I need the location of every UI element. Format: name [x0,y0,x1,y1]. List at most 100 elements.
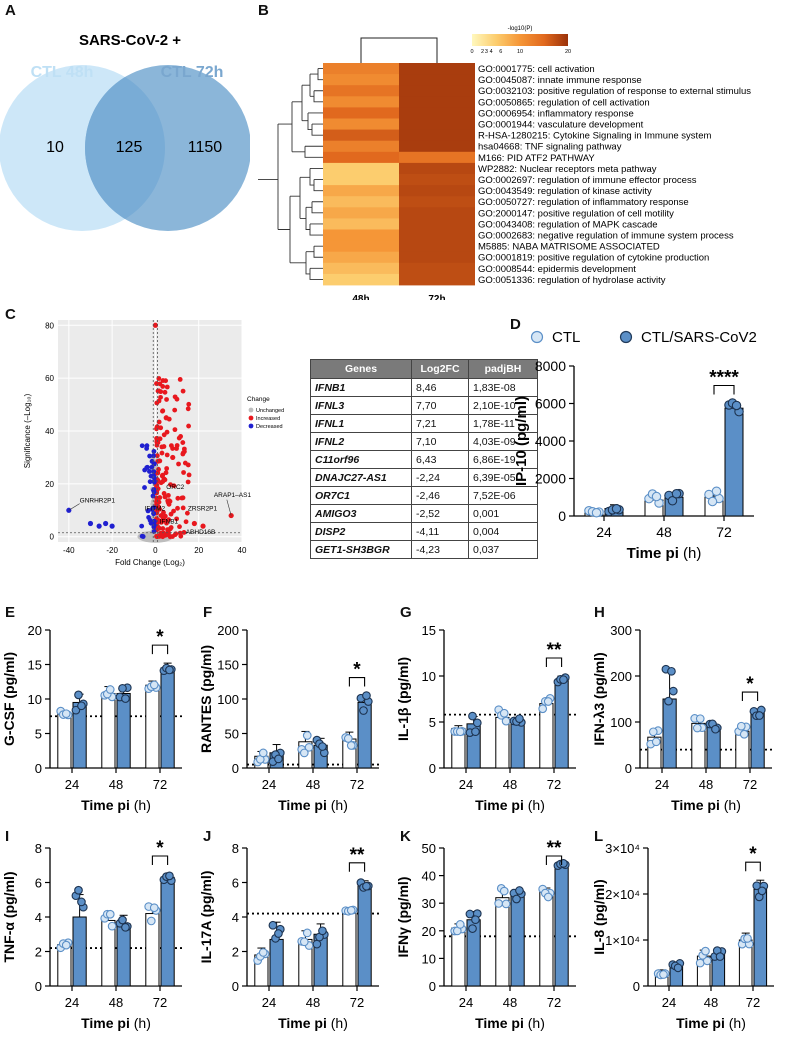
x-axis-label-bold: Time pi [81,797,130,813]
panel-label-e: E [5,604,16,621]
gene-cell: OR7C1 [310,486,412,505]
x-tick-label: 24 [596,524,612,540]
heatmap-cell [323,174,399,186]
heatmap-row-label: GO:0001819: positive regulation of cytok… [478,253,709,264]
data-point-ctl [499,708,509,718]
data-point-sars [71,705,81,715]
volcano-point-decreased [151,489,157,495]
heatmap-cell [323,218,399,230]
data-point-sars [77,897,86,907]
y-tick-label: 0 [633,979,640,994]
x-tick-label: 24 [459,995,473,1010]
chart-il8: 0 1×10⁴ 2×10⁴ 3×10⁴ IL-8 (pg/ml) 24 48 72 * Time … [591,841,774,1031]
volcano-point-increased [180,388,186,394]
volcano-legend-label: Decreased [256,424,283,430]
volcano-y-tick: 60 [45,374,54,383]
bar-sars [357,883,372,987]
volcano-point-decreased [109,523,115,529]
panel-label-f: F [203,604,213,621]
data-point-sars [515,714,524,724]
volcano-point-increased [166,501,172,507]
heatmap-cell [323,85,399,97]
panel-label-h: H [594,604,605,621]
volcano-x-tick: 0 [153,546,158,555]
y-tick-label: 300 [610,623,632,638]
y-tick-label: 40 [422,869,436,884]
volcano-plot: GNRHR2P1 ARAP1–AS1 ZRSR2P1 ABHD16B IFNB1 IFIT… [23,320,284,567]
x-tick-label: 48 [306,995,320,1010]
venn-diagram: SARS-CoV-2 + CTL 48h CTL 72h 10 125 1150 [0,32,250,231]
x-axis-label-bold: Time pi [278,797,327,813]
volcano-point-decreased [139,443,145,449]
x-tick-label: 72 [153,995,167,1010]
volcano-y-tick: 0 [50,533,55,542]
legend-sars-label: CTL/SARS-CoV2 [641,329,757,346]
data-point-sars [118,915,127,925]
x-tick-label: 48 [109,995,123,1010]
data-point-ctl [343,734,353,743]
y-tick-label: 0 [625,761,632,776]
x-tick-label: 72 [350,777,364,792]
significance-bracket [545,855,563,865]
volcano-point-decreased [151,511,157,516]
table-row: IFNL2 7,10 4,03E-09 [310,432,538,451]
log2fc-cell: 7,21 [411,414,469,433]
heatmap-legend-tick: 4 [490,49,493,55]
y-tick-label: 10 [422,951,436,966]
x-axis-label-unit: (h) [524,1015,545,1031]
volcano-point-increased [157,458,163,464]
heatmap-row-label: GO:0006954: inflammatory response [478,108,634,119]
bar-sars [750,712,765,769]
x-tick-label: 48 [306,777,320,792]
bar-sars [662,698,677,769]
volcano-point-decreased [103,520,109,527]
x-tick-label: 24 [65,995,79,1010]
y-axis-label: IL-17A (pg/ml) [198,871,214,964]
chart-il1b: 0 5 10 15 IL-1β (pg/ml) 24 48 72 ** Time pi (h) [395,623,576,813]
x-axis-label-bold: Time pi [671,797,720,813]
volcano-point-increased [171,483,177,489]
volcano-point-increased [180,440,186,445]
y-tick-label: 0 [35,979,42,994]
volcano-point-increased [165,492,171,498]
data-point-ctl [538,704,548,714]
y-tick-label: 4 [232,910,239,925]
volcano-point-increased [158,530,164,536]
bar-sars [160,876,175,987]
y-tick-label: 200 [610,669,632,684]
gene-cell: DISP2 [310,522,412,541]
heatmap-row-label: GO:0001944: vasculature development [478,120,644,131]
volcano-point-increased [159,450,165,456]
bar-ctl [101,692,116,769]
y-axis-label: G-CSF (pg/ml) [1,652,17,746]
volcano-point-increased [168,511,174,517]
data-point-ctl [61,940,71,950]
volcano-point-increased [159,444,165,450]
heatmap-cell [323,151,399,164]
y-axis-label: IFN-λ3 (pg/ml) [591,652,607,745]
volcano-point-increased [172,407,178,413]
heatmap-cell [399,118,475,130]
y-tick-label: 0 [232,761,239,776]
heatmap-row-label: WP2882: Nuclear receptors meta pathway [478,164,657,175]
heatmap-row-label: GO:0050865: regulation of cell activatio… [478,97,650,108]
bar-ctl [145,684,160,769]
heatmap-cell [399,74,475,86]
data-point-sars [673,963,683,973]
heatmap-row-label: GO:2000147: positive regulation of cell … [478,208,674,219]
data-point-sars [74,690,83,700]
y-tick-label: 15 [28,658,42,673]
significance-bracket [348,677,366,687]
heatmap-cell [399,229,475,241]
heatmap-cell [399,162,475,175]
volcano-x-label: Fold Change (Log₂) [115,558,185,567]
volcano-point-decreased [87,520,94,527]
volcano-point-decreased [151,522,157,528]
y-tick-label: 4000 [535,433,566,449]
bar-sars [554,679,569,769]
data-point-sars [362,881,371,891]
data-point-sars [318,742,327,751]
